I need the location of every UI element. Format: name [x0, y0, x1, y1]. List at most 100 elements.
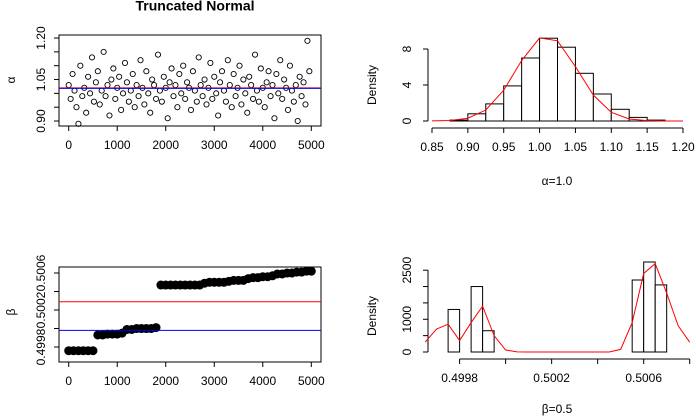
- data-point: [222, 98, 229, 105]
- data-point: [100, 48, 107, 55]
- data-point: [275, 90, 282, 97]
- data-point: [250, 95, 257, 102]
- data-point: [83, 109, 90, 116]
- data-point: [123, 79, 130, 86]
- x-tick-label: 2000: [152, 138, 179, 152]
- x-tick-label: 0.5006: [625, 371, 662, 385]
- data-point: [85, 73, 92, 80]
- y-tick-label: 8: [400, 45, 414, 52]
- data-point: [67, 95, 74, 102]
- data-point: [248, 82, 255, 89]
- data-point: [152, 95, 160, 102]
- data-point: [131, 104, 138, 111]
- y-tick-label: 0.5002: [34, 291, 48, 328]
- data-point: [290, 98, 297, 105]
- data-point: [187, 106, 195, 114]
- data-point: [238, 101, 245, 108]
- data-point: [172, 82, 179, 89]
- data-point: [129, 70, 136, 78]
- x-tick-label: 0.95: [492, 140, 516, 154]
- data-point: [182, 95, 189, 102]
- x-tick-label: 5000: [298, 138, 325, 152]
- data-point: [88, 54, 96, 61]
- data-point: [284, 106, 292, 114]
- x-tick-label: 4000: [249, 374, 276, 388]
- y-axis-label: Density: [365, 65, 379, 105]
- data-point: [73, 104, 80, 111]
- data-point: [96, 101, 103, 108]
- data-point: [193, 98, 200, 105]
- y-tick-label: 4: [400, 81, 414, 88]
- y-tick-label: 2500: [400, 257, 414, 284]
- data-point: [119, 90, 127, 97]
- data-point: [230, 70, 237, 78]
- y-tick-label: 0: [400, 117, 414, 124]
- histogram-bar: [610, 108, 630, 122]
- data-point: [90, 98, 97, 105]
- data-point: [118, 106, 125, 114]
- density-curve: [431, 37, 684, 122]
- data-point: [201, 76, 208, 83]
- data-point: [92, 79, 99, 86]
- data-point: [170, 93, 177, 100]
- x-axis-label: β=0.5: [542, 402, 573, 416]
- histogram-bar: [539, 37, 558, 122]
- data-point: [141, 101, 148, 108]
- data-point: [125, 98, 132, 105]
- x-axis-label: α=1.0: [542, 174, 573, 188]
- data-point: [267, 93, 274, 100]
- data-point: [292, 82, 299, 89]
- data-point: [240, 76, 247, 83]
- x-tick-label: 0.4998: [441, 371, 478, 385]
- data-point: [189, 68, 196, 75]
- histogram-bar: [643, 261, 656, 353]
- data-point: [203, 101, 210, 108]
- data-point: [279, 95, 286, 102]
- data-point: [211, 73, 218, 80]
- histogram-bar: [482, 330, 495, 353]
- density-curve: [424, 262, 691, 353]
- data-point: [135, 93, 142, 100]
- x-tick-label: 1000: [104, 138, 131, 152]
- data-point: [306, 266, 316, 276]
- data-point: [154, 51, 162, 58]
- data-point: [180, 62, 187, 69]
- histogram-bar: [503, 85, 523, 122]
- data-point: [269, 82, 276, 89]
- y-tick-label: 0.90: [34, 109, 48, 133]
- data-point: [149, 76, 156, 83]
- data-point: [226, 82, 233, 89]
- data-point: [77, 62, 84, 69]
- data-point: [133, 82, 140, 89]
- data-point: [224, 57, 231, 64]
- data-point: [207, 59, 214, 66]
- data-point: [228, 104, 235, 111]
- x-tick-label: 2000: [152, 374, 179, 388]
- data-point: [255, 98, 262, 105]
- data-point: [213, 90, 220, 97]
- data-point: [184, 79, 191, 86]
- data-point: [300, 79, 307, 86]
- data-point: [112, 95, 119, 102]
- data-point: [104, 82, 111, 89]
- data-point: [294, 117, 301, 125]
- data-point: [302, 101, 309, 108]
- x-tick-label: 0.5002: [533, 371, 570, 385]
- data-point: [271, 115, 278, 122]
- data-point: [108, 76, 115, 83]
- data-point: [88, 346, 98, 356]
- plot-frame: [58, 266, 322, 363]
- data-point: [242, 90, 249, 97]
- histogram-bar: [592, 93, 612, 122]
- data-point: [151, 82, 158, 89]
- data-point: [273, 70, 280, 78]
- data-point: [102, 93, 109, 100]
- data-point: [158, 98, 165, 105]
- data-point: [195, 54, 202, 61]
- data-point: [197, 82, 204, 89]
- data-point: [296, 73, 303, 80]
- data-point: [246, 73, 253, 80]
- data-point: [166, 79, 173, 86]
- y-tick-label: 0.4998: [34, 328, 48, 365]
- x-tick-label: 5000: [298, 374, 325, 388]
